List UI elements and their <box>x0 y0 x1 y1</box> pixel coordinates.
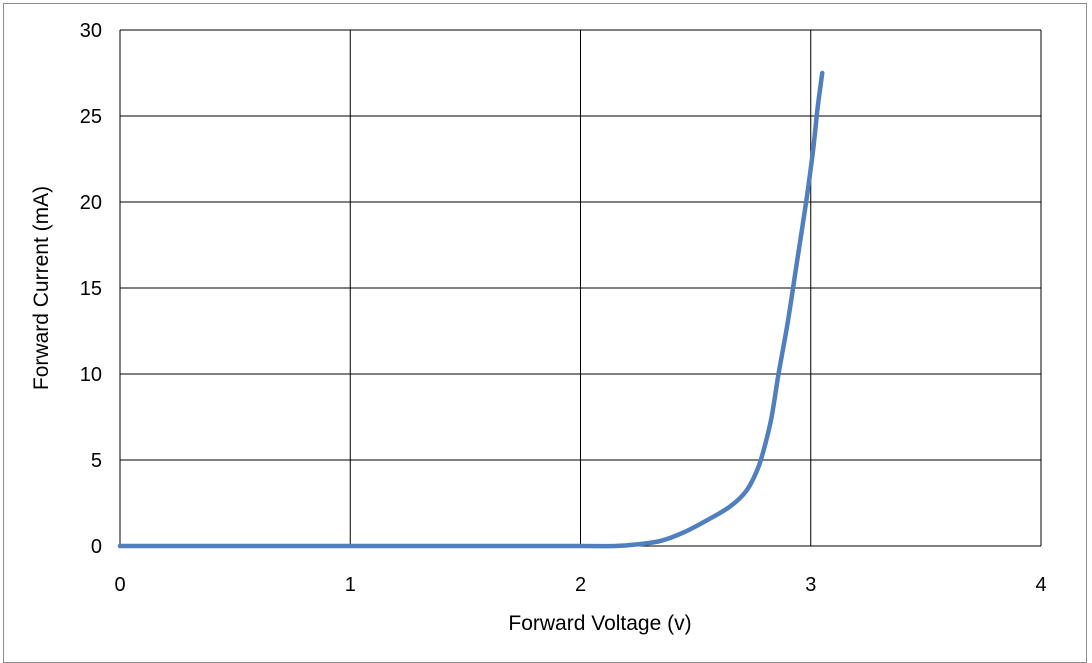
grid <box>119 29 1042 547</box>
y-tick-label: 20 <box>80 192 102 214</box>
y-tick-label: 10 <box>80 364 102 386</box>
x-tick-label: 2 <box>575 574 586 596</box>
x-tick-label: 4 <box>1035 574 1046 596</box>
x-tick-label: 1 <box>345 574 356 596</box>
series-layer <box>117 70 825 549</box>
y-tick-label: 0 <box>91 536 102 558</box>
x-tick-label: 3 <box>805 574 816 596</box>
forward-current-series-line <box>117 70 825 549</box>
y-tick-label: 25 <box>80 106 102 128</box>
x-tick-label: 0 <box>114 574 125 596</box>
chart-frame <box>3 3 1087 663</box>
y-tick-label: 30 <box>80 20 102 42</box>
y-tick-labels: 0 5 10 15 20 25 30 <box>80 20 102 558</box>
x-tick-labels: 0 1 2 3 4 <box>114 574 1046 596</box>
x-axis-title: Forward Voltage (v) <box>508 612 691 635</box>
y-tick-label: 15 <box>80 278 102 300</box>
y-tick-label: 5 <box>91 450 102 472</box>
y-axis-title: Forward Current (mA) <box>30 186 53 390</box>
